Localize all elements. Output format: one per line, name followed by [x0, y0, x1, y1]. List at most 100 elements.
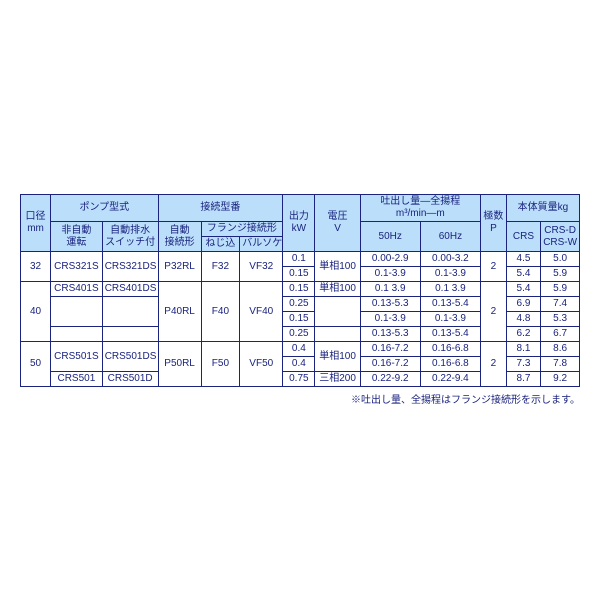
cell-d60: 0.13-5.4	[420, 327, 480, 342]
cell-ad: CRS401DS	[102, 282, 158, 297]
h-auto-drain: 自動排水スイッチ付	[102, 222, 158, 252]
table-row: 40CRS401SCRS401DSP40RLF40VF400.15単相1000.…	[21, 282, 580, 297]
h-mass: 本体質量kg	[506, 195, 579, 222]
cell-m2: 5.9	[541, 267, 580, 282]
cell-m1: 5.4	[506, 267, 540, 282]
cell-d60: 0.1-3.9	[420, 267, 480, 282]
cell-d60: 0.13-5.4	[420, 297, 480, 312]
cell-ad	[102, 297, 158, 327]
spec-table: 口径mm ポンプ型式 接続型番 出力kW 電圧V 吐出し量―全揚程m³/min―…	[20, 194, 580, 387]
cell-d50: 0.13-5.3	[360, 327, 420, 342]
cell-p: 2	[481, 342, 507, 387]
h-auto-conn: 自動接続形	[158, 222, 201, 252]
cell-bore: 50	[21, 342, 51, 387]
cell-out: 0.15	[283, 282, 315, 297]
cell-scr: F32	[201, 252, 240, 282]
cell-m1: 4.5	[506, 252, 540, 267]
cell-out: 0.15	[283, 267, 315, 282]
h-output: 出力kW	[283, 195, 315, 252]
cell-d50: 0.22-9.2	[360, 372, 420, 387]
h-discharge: 吐出し量―全揚程m³/min―m	[360, 195, 480, 222]
h-crs: CRS	[506, 222, 540, 252]
table-header: 口径mm ポンプ型式 接続型番 出力kW 電圧V 吐出し量―全揚程m³/min―…	[21, 195, 580, 252]
h-hz60: 60Hz	[420, 222, 480, 252]
cell-ad: CRS321DS	[102, 252, 158, 282]
cell-p: 2	[481, 282, 507, 342]
cell-m2: 7.4	[541, 297, 580, 312]
h-flange-conn: フランジ接続形	[201, 222, 283, 237]
cell-m1: 6.9	[506, 297, 540, 312]
cell-d50: 0.1 3.9	[360, 282, 420, 297]
cell-na: CRS501S	[51, 342, 103, 372]
cell-bore: 32	[21, 252, 51, 282]
cell-d60: 0.22-9.4	[420, 372, 480, 387]
cell-d50: 0.1-3.9	[360, 312, 420, 327]
cell-ac: P40RL	[158, 282, 201, 342]
cell-p: 2	[481, 252, 507, 282]
h-bore: 口径mm	[21, 195, 51, 252]
h-screw: ねじ込	[201, 237, 240, 252]
h-crsd: CRS-DCRS-W	[541, 222, 580, 252]
h-conn-model: 接続型番	[158, 195, 283, 222]
cell-v: 単相100	[315, 252, 360, 282]
cell-d60: 0.1 3.9	[420, 282, 480, 297]
h-non-auto: 非自動運転	[51, 222, 103, 252]
table-body: 32CRS321SCRS321DSP32RLF32VF320.1単相1000.0…	[21, 252, 580, 387]
cell-scr: F40	[201, 282, 240, 342]
cell-v: 単相100	[315, 282, 360, 297]
cell-d60: 0.16-6.8	[420, 357, 480, 372]
cell-m2: 5.0	[541, 252, 580, 267]
cell-m2: 7.8	[541, 357, 580, 372]
table-row: 32CRS321SCRS321DSP32RLF32VF320.1単相1000.0…	[21, 252, 580, 267]
cell-out: 0.4	[283, 342, 315, 357]
cell-ac: P50RL	[158, 342, 201, 387]
cell-d50: 0.16-7.2	[360, 357, 420, 372]
cell-d50: 0.1-3.9	[360, 267, 420, 282]
h-pump-model: ポンプ型式	[51, 195, 159, 222]
cell-out: 0.75	[283, 372, 315, 387]
cell-d50: 0.00-2.9	[360, 252, 420, 267]
cell-m2: 6.7	[541, 327, 580, 342]
cell-d60: 0.1-3.9	[420, 312, 480, 327]
cell-scr: F50	[201, 342, 240, 387]
cell-val: VF40	[240, 282, 283, 342]
cell-v: 三相200	[315, 372, 360, 387]
cell-v	[315, 297, 360, 327]
cell-v	[315, 327, 360, 342]
cell-v: 単相100	[315, 342, 360, 372]
cell-d60: 0.00-3.2	[420, 252, 480, 267]
cell-na: CRS501	[51, 372, 103, 387]
cell-na: CRS321S	[51, 252, 103, 282]
h-voltage: 電圧V	[315, 195, 360, 252]
cell-out: 0.25	[283, 327, 315, 342]
cell-m2: 9.2	[541, 372, 580, 387]
cell-m1: 8.1	[506, 342, 540, 357]
cell-ad: CRS501DS	[102, 342, 158, 372]
cell-m1: 6.2	[506, 327, 540, 342]
cell-m2: 8.6	[541, 342, 580, 357]
cell-na	[51, 297, 103, 327]
cell-na: CRS401S	[51, 282, 103, 297]
cell-na	[51, 327, 103, 342]
cell-ac: P32RL	[158, 252, 201, 282]
cell-m1: 5.4	[506, 282, 540, 297]
cell-bore: 40	[21, 282, 51, 342]
cell-d50: 0.13-5.3	[360, 297, 420, 312]
cell-m1: 8.7	[506, 372, 540, 387]
cell-ad: CRS501D	[102, 372, 158, 387]
cell-val: VF50	[240, 342, 283, 387]
cell-m2: 5.9	[541, 282, 580, 297]
table-row: 50CRS501SCRS501DSP50RLF50VF500.4単相1000.1…	[21, 342, 580, 357]
footnote: ※吐出し量、全揚程はフランジ接続形を示します。	[20, 391, 580, 406]
h-hz50: 50Hz	[360, 222, 420, 252]
cell-d50: 0.16-7.2	[360, 342, 420, 357]
cell-out: 0.1	[283, 252, 315, 267]
cell-out: 0.15	[283, 312, 315, 327]
cell-m1: 7.3	[506, 357, 540, 372]
h-poles: 極数P	[481, 195, 507, 252]
cell-out: 0.25	[283, 297, 315, 312]
cell-m2: 5.3	[541, 312, 580, 327]
cell-ad	[102, 327, 158, 342]
cell-val: VF32	[240, 252, 283, 282]
cell-out: 0.4	[283, 357, 315, 372]
